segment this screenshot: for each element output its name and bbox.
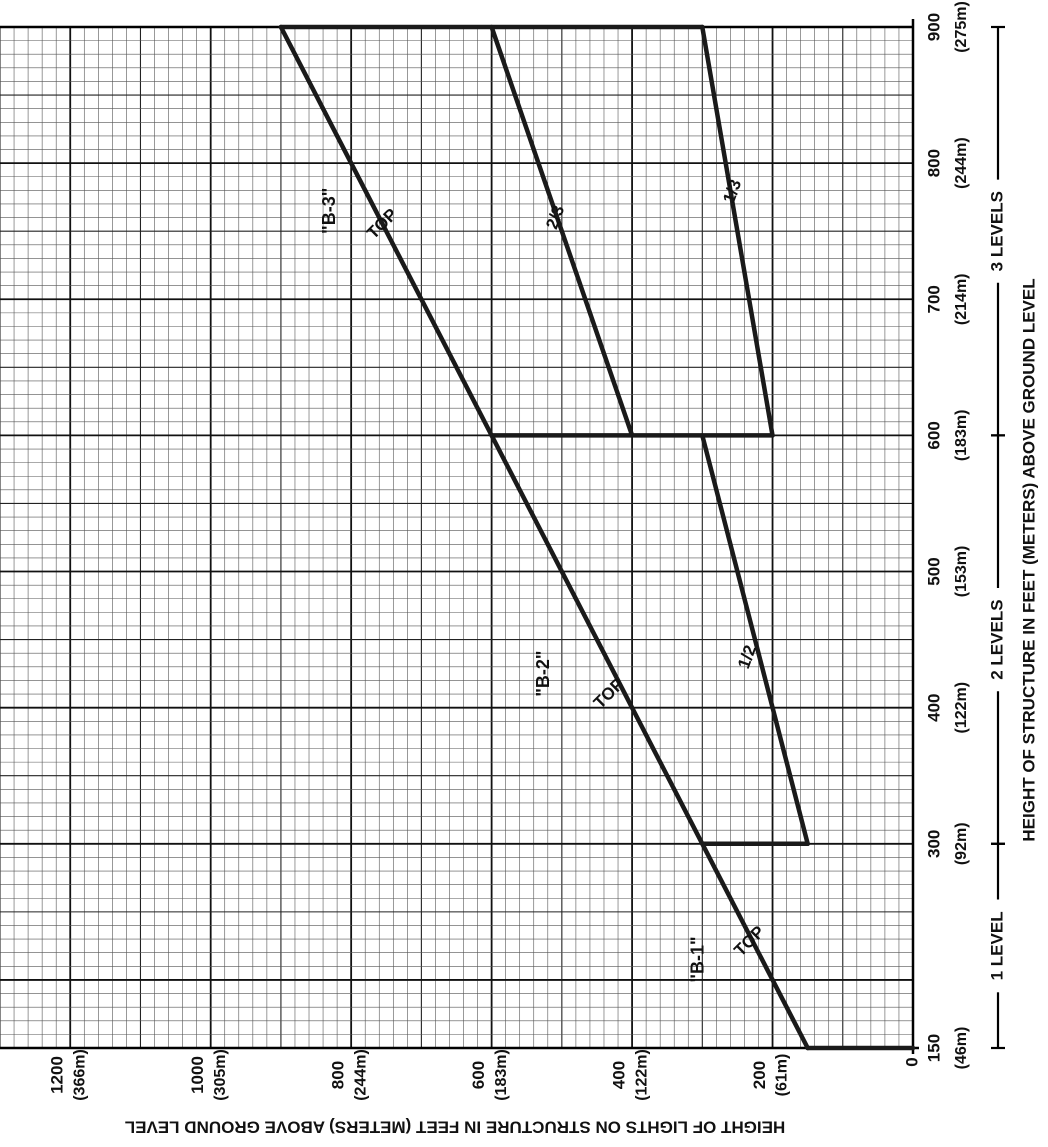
x-tick-label: 600: [924, 421, 943, 449]
series-line-1-2: [700, 433, 810, 847]
chart-curves: [278, 24, 916, 1051]
annotation-label: 1/3: [719, 177, 745, 206]
y-tick-label: 400: [610, 1061, 629, 1089]
annotation-label: "B-1": [688, 936, 708, 982]
x-tick-sublabel: (46m): [953, 1027, 970, 1070]
annotation-label: "B-3": [319, 188, 339, 234]
annotation-label: TOP: [363, 205, 401, 243]
y-tick-label: 800: [329, 1061, 348, 1089]
x-tick-label: 400: [924, 694, 943, 722]
x-tick-label: 500: [924, 557, 943, 585]
annotation-label: "B-2": [533, 651, 553, 697]
level-range-label: 2 LEVELS: [987, 599, 1006, 679]
x-tick-sublabel: (275m): [953, 1, 970, 53]
y-tick-sublabel: (366m): [71, 1049, 88, 1101]
x-tick-label: 700: [924, 285, 943, 313]
y-tick-label: 600: [469, 1061, 488, 1089]
y-tick-sublabel: (61m): [774, 1054, 791, 1097]
x-tick-sublabel: (92m): [953, 822, 970, 865]
y-tick-label: 1200: [48, 1056, 67, 1094]
y-tick-sublabel: (305m): [212, 1049, 229, 1101]
level-range-label: 3 LEVELS: [987, 191, 1006, 271]
series-line-TOP: [278, 24, 810, 1051]
x-tick-label: 800: [924, 149, 943, 177]
series-line-2-3: [489, 24, 635, 438]
y-tick-sublabel: (244m): [352, 1049, 369, 1101]
chart-grid: [0, 19, 919, 1054]
x-tick-sublabel: (153m): [953, 546, 970, 598]
x-axis-title: HEIGHT OF STRUCTURE IN FEET (METERS) ABO…: [1019, 278, 1038, 841]
annotation-label: TOP: [590, 674, 628, 712]
y-tick-sublabel: (183m): [493, 1049, 510, 1101]
y-tick-label: 1000: [188, 1056, 207, 1094]
y-axis-title: HEIGHT OF LIGHTS ON STRUCTURE IN FEET (M…: [125, 1118, 786, 1137]
x-tick-sublabel: (122m): [953, 682, 970, 734]
series-line-1-3: [700, 24, 775, 438]
chart-labels: 150 (46m)300 (92m)400 (122m)500 (153m)600 (18…: [48, 1, 1039, 1136]
y-tick-label: 0: [902, 1057, 921, 1066]
annotation-label: TOP: [730, 922, 768, 960]
x-tick-sublabel: (183m): [953, 410, 970, 462]
annotation-label: 2/3: [542, 203, 568, 232]
level-range-label: 1 LEVEL: [987, 911, 1006, 980]
y-tick-sublabel: (122m): [633, 1049, 650, 1101]
x-tick-label: 900: [924, 13, 943, 41]
y-tick-label: 200: [750, 1061, 769, 1089]
x-tick-label: 300: [924, 830, 943, 858]
x-tick-sublabel: (244m): [953, 137, 970, 189]
x-tick-label: 150: [924, 1034, 943, 1062]
x-tick-sublabel: (214m): [953, 274, 970, 326]
